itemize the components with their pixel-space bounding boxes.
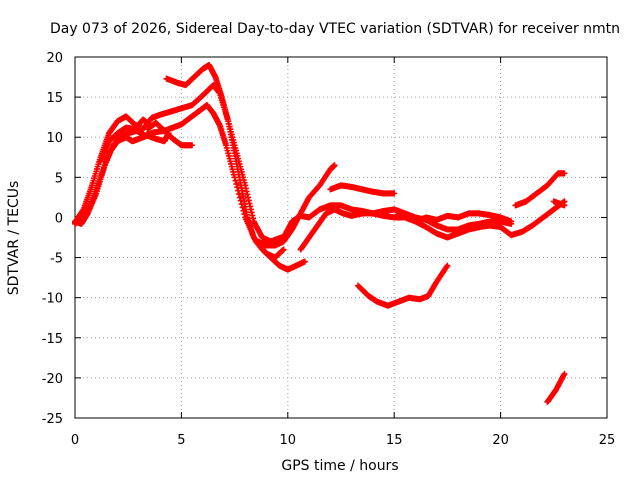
data-point [233,181,240,188]
data-point [561,170,568,177]
y-tick-label: -10 [42,292,63,307]
y-tick-label: -25 [42,412,63,427]
chart-title: Day 073 of 2026, Sidereal Day-to-day VTE… [50,21,620,37]
y-tick-label: -20 [42,372,63,387]
series-track-5 [144,119,196,149]
x-tick-label: 5 [177,433,185,448]
data-points [72,62,568,405]
data-point [331,162,338,169]
series-track-4 [97,116,153,165]
data-point [236,194,243,201]
data-point [561,202,568,209]
y-tick-label: -5 [50,252,63,267]
y-tick-label: 0 [55,211,63,226]
y-tick-label: -15 [42,332,63,347]
series-track-14 [550,198,568,209]
axis-ticks [74,56,608,419]
data-point [301,258,308,265]
y-axis-label: SDTVAR / TECUs [6,181,22,296]
series-track-6 [163,62,308,273]
plot-frame [74,56,608,419]
x-axis-label: GPS time / hours [281,458,398,474]
series-track-12 [355,262,451,309]
series-track-13 [512,170,568,209]
series-track-9 [297,198,568,253]
data-point [391,190,398,197]
x-tick-label: 0 [71,433,79,448]
data-point [561,370,568,377]
x-tick-label: 25 [599,433,616,448]
series-track-11 [391,210,515,225]
series-track-15 [544,370,568,405]
grid-lines [75,57,607,418]
data-point [508,218,515,225]
data-point [280,246,287,253]
data-point [444,262,451,269]
tick-labels: 0 5 10 15 20 25 -25 -20 -15 -10 -5 0 5 10 15 20 [42,51,616,448]
x-tick-label: 15 [386,433,403,448]
x-tick-label: 20 [492,433,509,448]
series-track-2 [72,130,172,227]
series-track-7 [255,162,338,249]
y-tick-label: 15 [46,91,63,106]
y-tick-label: 10 [46,131,63,146]
y-tick-label: 5 [55,171,63,186]
y-tick-label: 20 [46,51,63,66]
x-tick-label: 10 [280,433,297,448]
data-point [189,142,196,149]
series-track-10 [327,182,398,197]
